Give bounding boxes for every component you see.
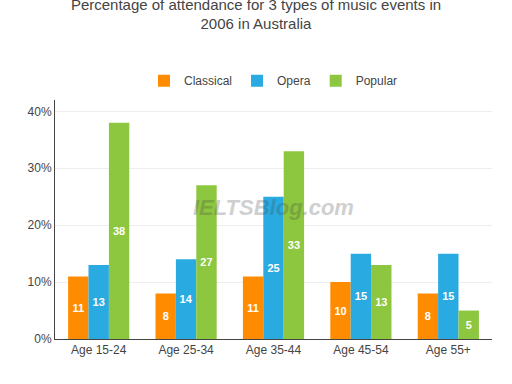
svg-text:40%: 40% [28, 105, 52, 119]
svg-text:10%: 10% [28, 275, 52, 289]
svg-text:5: 5 [466, 319, 472, 331]
svg-text:27: 27 [200, 256, 212, 268]
svg-text:Age 45-54: Age 45-54 [333, 343, 389, 357]
svg-text:Popular: Popular [356, 74, 397, 88]
svg-text:20%: 20% [28, 218, 52, 232]
svg-text:33: 33 [288, 239, 300, 251]
svg-text:15: 15 [355, 290, 367, 302]
svg-text:8: 8 [163, 310, 169, 322]
svg-text:Age 35-44: Age 35-44 [246, 343, 302, 357]
svg-text:14: 14 [180, 293, 193, 305]
svg-text:Age 55+: Age 55+ [426, 343, 471, 357]
svg-text:13: 13 [375, 296, 387, 308]
svg-text:30%: 30% [28, 161, 52, 175]
svg-text:Age 25-34: Age 25-34 [158, 343, 214, 357]
svg-text:11: 11 [247, 302, 259, 314]
svg-text:10: 10 [334, 305, 346, 317]
svg-text:11: 11 [72, 302, 84, 314]
svg-text:Classical: Classical [184, 74, 232, 88]
svg-text:8: 8 [425, 310, 431, 322]
svg-text:IELTSBlog.com: IELTSBlog.com [193, 195, 354, 220]
svg-text:Opera: Opera [277, 74, 311, 88]
svg-text:38: 38 [113, 225, 125, 237]
svg-text:0%: 0% [34, 332, 52, 346]
svg-text:15: 15 [442, 290, 454, 302]
svg-text:Percentage of attendance for 3: Percentage of attendance for 3 types of … [71, 0, 441, 32]
svg-text:13: 13 [93, 296, 105, 308]
svg-text:Age 15-24: Age 15-24 [71, 343, 127, 357]
svg-text:25: 25 [267, 262, 279, 274]
